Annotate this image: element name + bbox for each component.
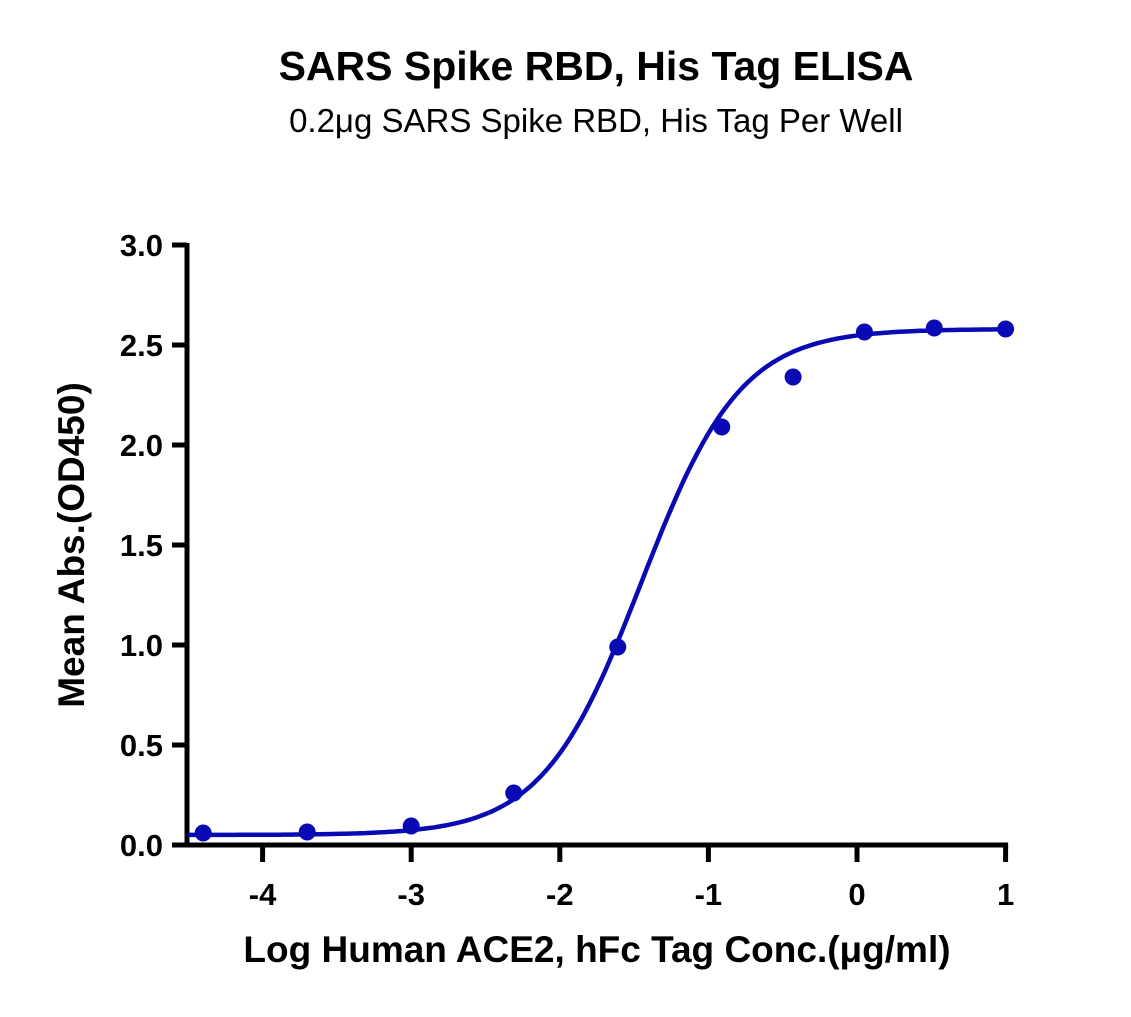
x-tick-label: 1: [997, 877, 1014, 912]
x-tick-label: 0: [848, 877, 865, 912]
data-point: [609, 638, 627, 656]
data-point: [855, 323, 873, 341]
y-axis: 0.0 0.5 1.0 1.5 2.0 2.5 3.0: [120, 228, 190, 863]
data-point: [505, 784, 523, 802]
data-point: [997, 320, 1015, 338]
x-tick-label: -1: [695, 877, 723, 912]
y-tick-label: 3.0: [120, 228, 163, 263]
fit-curve: [187, 327, 1008, 838]
y-tick-label: 0.5: [120, 728, 163, 763]
y-axis-title: Mean Abs.(OD450): [51, 382, 92, 708]
x-tick-label: -4: [249, 877, 277, 912]
y-tick-label: 0.0: [120, 828, 163, 863]
y-tick-label: 2.0: [120, 428, 163, 463]
chart-title: SARS Spike RBD, His Tag ELISA: [278, 43, 914, 89]
data-point: [402, 817, 420, 835]
y-tick-label: 2.5: [120, 328, 163, 363]
data-points: [194, 319, 1015, 842]
y-tick-label: 1.0: [120, 628, 163, 663]
x-tick-label: -3: [397, 877, 425, 912]
data-point: [298, 823, 316, 841]
x-axis: -4 -3 -2 -1 0 1: [172, 842, 1014, 912]
y-tick-label: 1.5: [120, 528, 163, 563]
x-axis-title: Log Human ACE2, hFc Tag Conc.(μg/ml): [243, 929, 950, 970]
data-point: [925, 319, 943, 337]
chart-subtitle: 0.2μg SARS Spike RBD, His Tag Per Well: [289, 102, 903, 139]
data-point: [713, 418, 731, 436]
x-tick-label: -2: [546, 877, 574, 912]
data-point: [194, 824, 212, 842]
data-point: [784, 368, 802, 386]
